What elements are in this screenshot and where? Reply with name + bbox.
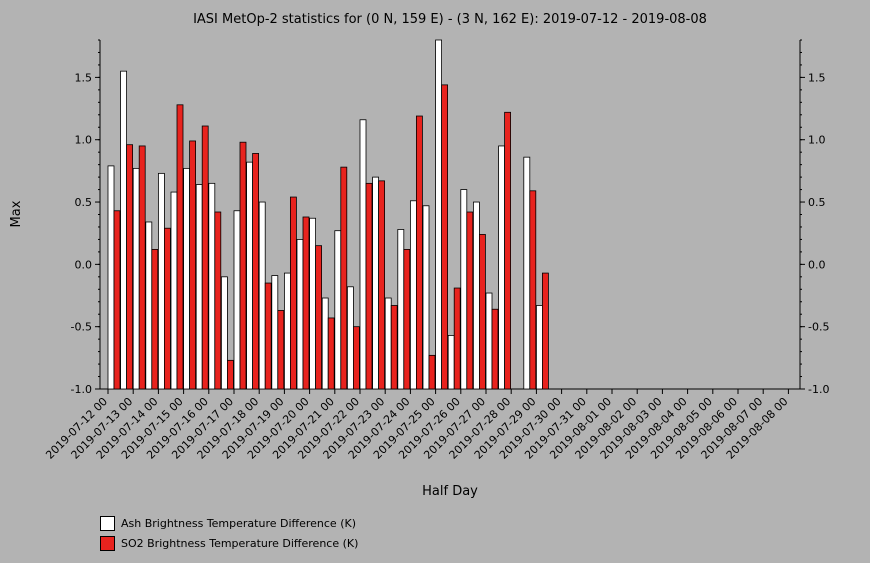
bar-so2 xyxy=(189,140,197,390)
bar-ash xyxy=(472,201,480,390)
y-tick-label-left: 0.0 xyxy=(75,258,93,271)
bar-ash xyxy=(447,335,455,390)
bar-so2 xyxy=(126,144,133,390)
y-tick-label-right: 1.5 xyxy=(808,71,826,84)
bar-ash xyxy=(220,276,228,390)
bar-ash xyxy=(321,297,329,390)
bar-ash xyxy=(346,286,354,390)
bar-so2 xyxy=(390,305,398,390)
bar-so2 xyxy=(113,210,121,390)
bar-so2 xyxy=(491,308,499,390)
bar-so2 xyxy=(252,153,260,390)
bar-ash xyxy=(498,145,506,390)
bar-ash xyxy=(271,275,279,390)
bar-so2 xyxy=(163,227,171,390)
bar-ash xyxy=(107,165,115,390)
bar-ash xyxy=(195,184,203,390)
y-tick-label-left: -0.5 xyxy=(71,321,92,334)
bar-ash xyxy=(372,176,380,390)
bar-so2 xyxy=(289,196,297,390)
bar-ash xyxy=(246,161,254,390)
bar-so2 xyxy=(264,282,272,390)
bar-ash xyxy=(120,70,127,390)
y-tick-label-right: 1.0 xyxy=(808,134,826,147)
bar-ash xyxy=(384,297,392,390)
bar-ash xyxy=(422,205,430,390)
bar-so2 xyxy=(302,216,310,390)
y-tick-label-right: 0.5 xyxy=(808,196,826,209)
legend-swatch-so2 xyxy=(100,535,115,551)
legend-label-ash: Ash Brightness Temperature Difference (K… xyxy=(121,516,356,530)
bar-ash xyxy=(309,217,317,390)
bar-so2 xyxy=(315,245,323,390)
legend-swatch-ash xyxy=(100,515,115,531)
bar-ash xyxy=(208,182,216,390)
legend-item-ash: Ash Brightness Temperature Difference (K… xyxy=(100,513,358,533)
x-axis-label: Half Day xyxy=(422,484,478,499)
y-tick-label-right: -1.0 xyxy=(808,383,829,396)
bar-ash xyxy=(397,229,405,390)
bar-so2 xyxy=(340,166,348,390)
bar-ash xyxy=(460,189,468,390)
chart-title: IASI MetOp-2 statistics for (0 N, 159 E)… xyxy=(193,12,707,27)
y-tick-label-right: -0.5 xyxy=(808,321,829,334)
bar-so2 xyxy=(542,272,549,390)
bar-so2 xyxy=(327,317,335,390)
bar-so2 xyxy=(478,234,486,390)
bar-so2 xyxy=(415,115,423,390)
bar-ash xyxy=(334,230,342,390)
bar-ash xyxy=(359,119,367,390)
bar-ash xyxy=(485,292,493,390)
bar-ash xyxy=(409,200,417,390)
bar-ash xyxy=(132,167,140,390)
bar-so2 xyxy=(201,125,209,390)
bar-so2 xyxy=(239,141,247,390)
y-tick-label-left: 1.5 xyxy=(75,71,93,84)
bar-ash xyxy=(145,221,153,390)
legend: Ash Brightness Temperature Difference (K… xyxy=(100,513,358,553)
bar-so2 xyxy=(441,84,449,390)
bar-so2 xyxy=(138,145,146,390)
y-tick-label-left: -1.0 xyxy=(71,383,92,396)
bar-ash xyxy=(170,191,178,390)
y-tick-label-left: 1.0 xyxy=(75,134,93,147)
bar-so2 xyxy=(365,182,373,390)
bar-so2 xyxy=(277,310,285,390)
bar-ash xyxy=(523,156,531,390)
bar-ash xyxy=(296,239,304,390)
bar-ash xyxy=(183,167,191,390)
bar-so2 xyxy=(453,287,461,390)
bar-ash xyxy=(283,272,291,390)
bar-so2 xyxy=(151,248,159,390)
bars xyxy=(107,39,549,390)
y-tick-label-right: 0.0 xyxy=(808,258,826,271)
bar-ash xyxy=(258,201,266,390)
bar-ash xyxy=(233,210,241,390)
legend-item-so2: SO2 Brightness Temperature Difference (K… xyxy=(100,533,358,553)
bar-so2 xyxy=(529,190,537,390)
bar-so2 xyxy=(226,359,234,390)
legend-label-so2: SO2 Brightness Temperature Difference (K… xyxy=(121,536,359,550)
bar-so2 xyxy=(214,211,222,390)
bar-so2 xyxy=(466,211,474,390)
bar-so2 xyxy=(352,326,360,390)
y-axis-label: Max xyxy=(9,200,24,227)
bar-so2 xyxy=(176,104,184,390)
bar-so2 xyxy=(378,180,386,390)
bar-ash xyxy=(157,172,165,390)
bar-ash xyxy=(435,39,443,390)
bar-so2 xyxy=(504,111,512,390)
bar-so2 xyxy=(428,354,436,390)
y-tick-label-left: 0.5 xyxy=(75,196,93,209)
bar-so2 xyxy=(403,248,411,390)
bar-ash xyxy=(536,305,543,390)
